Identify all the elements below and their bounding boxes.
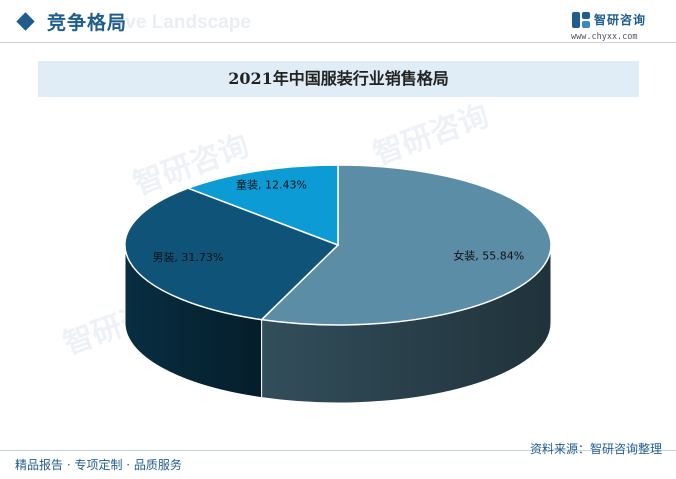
brand-logo: 智研咨询 www.chyxx.com (571, 10, 671, 42)
page-header: ive Landscape 竞争格局 智研咨询 www.chyxx.com (0, 0, 676, 46)
pie-label-男装: 男装, 31.73% (152, 251, 223, 264)
footer-tagline: 精品报告 · 专项定制 · 品质服务 (15, 458, 182, 472)
pie-label-童装: 童装, 12.43% (236, 177, 307, 191)
pie-slice-童装 (185, 164, 339, 247)
pie-slice-男装 (124, 187, 340, 321)
pie-label-女装: 女装, 55.84% (453, 249, 524, 263)
source-note: 资料来源：智研咨询整理 (529, 442, 662, 456)
header-watermark: ive Landscape (120, 12, 251, 33)
logo-name: 智研咨询 (594, 13, 647, 27)
chart-title: 2021年中国服装行业销售格局 (228, 69, 449, 88)
footer-divider (0, 450, 676, 451)
logo-icon (572, 12, 590, 28)
pie-slices (124, 164, 552, 326)
pie-slice-女装 (259, 164, 552, 326)
pie-labels: 女装, 55.84% 男装, 31.73% 童装, 12.43% (152, 177, 524, 264)
logo-url: www.chyxx.com (571, 32, 638, 42)
chart-title-band: 2021年中国服装行业销售格局 (38, 61, 639, 97)
page-title: 竞争格局 (47, 12, 128, 34)
header-divider (0, 42, 676, 43)
